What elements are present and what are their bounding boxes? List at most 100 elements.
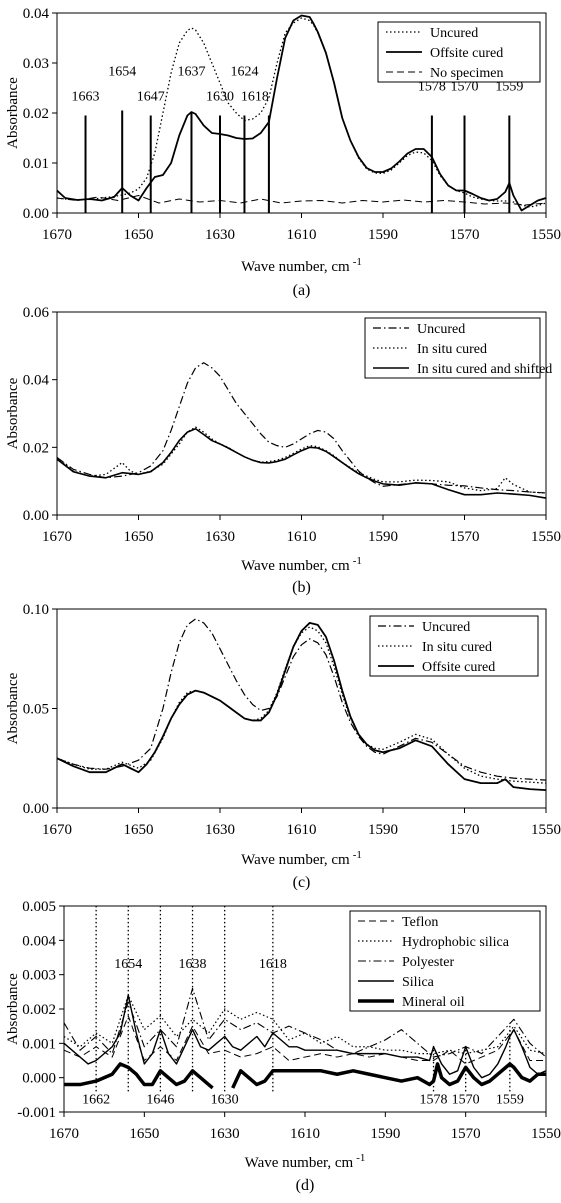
legend-label-no-specimen: No specimen bbox=[430, 66, 503, 81]
panel-d: -0.001 0.000 0.001 0.002 0.003 0.004 0.005 1670… bbox=[5, 899, 561, 1194]
panel-a: 0.00 0.01 0.02 0.03 0.04 1670 1650 1630 1610 1590… bbox=[5, 6, 561, 299]
legend-label-mineral-oil: Mineral oil bbox=[402, 995, 465, 1010]
y-tick-label: 0.003 bbox=[22, 968, 56, 984]
series-line-silica bbox=[64, 994, 546, 1079]
series-line-offsite-cured bbox=[57, 622, 546, 791]
legend-label-in-situ-cured-and-shifted: In situ cured and shifted bbox=[417, 362, 552, 377]
marker-label-1637: 1637 bbox=[177, 65, 205, 80]
legend-label-offsite-cured: Offsite cured bbox=[430, 46, 503, 61]
x-axis-label-superscript: -1 bbox=[353, 849, 362, 861]
y-tick-label: 0.05 bbox=[23, 702, 49, 718]
y-axis-label: Absorbance bbox=[5, 672, 21, 744]
marker-label-1638: 1638 bbox=[179, 957, 207, 972]
marker-label-1618: 1618 bbox=[259, 957, 287, 972]
x-tick-label: 1610 bbox=[290, 1126, 320, 1142]
x-tick-label: 1550 bbox=[531, 1126, 561, 1142]
y-tick-label: 0.004 bbox=[22, 933, 56, 949]
x-tick-label: 1590 bbox=[370, 1126, 400, 1142]
marker-label-1630: 1630 bbox=[211, 1092, 239, 1107]
legend-label-silica: Silica bbox=[402, 975, 435, 990]
series-line-offsite-cured bbox=[57, 14, 546, 212]
x-axis-label-superscript: -1 bbox=[353, 555, 362, 567]
series-line-mineral-oil bbox=[64, 1062, 546, 1090]
x-tick-label: 1630 bbox=[205, 227, 235, 243]
y-tick-label: -0.001 bbox=[17, 1105, 56, 1121]
legend-label-teflon: Teflon bbox=[402, 915, 438, 930]
marker-label-1663: 1663 bbox=[72, 90, 100, 105]
y-axis-label: Absorbance bbox=[5, 973, 21, 1045]
y-tick-label: 0.04 bbox=[23, 6, 50, 22]
x-tick-label: 1610 bbox=[287, 822, 317, 838]
legend-label-in-situ-cured: In situ cured bbox=[422, 640, 492, 655]
y-tick-label: 0.04 bbox=[23, 373, 50, 389]
x-axis-label-text: Wave number, cm bbox=[241, 259, 350, 275]
panel-label: (b) bbox=[292, 579, 311, 596]
marker-label-1570: 1570 bbox=[452, 1092, 480, 1107]
y-tick-label: 0.06 bbox=[23, 305, 50, 321]
marker-label-1559: 1559 bbox=[495, 80, 523, 95]
y-tick-label: 0.00 bbox=[23, 508, 49, 524]
y-tick-label: 0.00 bbox=[23, 801, 49, 817]
x-tick-label: 1670 bbox=[42, 227, 72, 243]
x-tick-label: 1650 bbox=[124, 529, 154, 545]
legend-label-hydrophobic-silica: Hydrophobic silica bbox=[402, 935, 510, 950]
legend-label-in-situ-cured: In situ cured bbox=[417, 342, 487, 357]
legend-box bbox=[349, 910, 541, 1012]
marker-label-1654: 1654 bbox=[114, 957, 142, 972]
legend-label-polyester: Polyester bbox=[402, 955, 454, 970]
series-line-in-situ-cured-and-shifted bbox=[57, 427, 546, 499]
x-axis-label-superscript: -1 bbox=[353, 256, 362, 268]
x-tick-label: 1670 bbox=[49, 1126, 79, 1142]
panel-c: 0.00 0.05 0.10 1670 1650 1630 1610 1590 1570 1550… bbox=[5, 602, 561, 891]
x-tick-label: 1550 bbox=[531, 529, 561, 545]
x-tick-label: 1570 bbox=[450, 227, 480, 243]
marker-label-1559: 1559 bbox=[496, 1092, 524, 1107]
x-tick-label: 1570 bbox=[451, 1126, 481, 1142]
marker-label-1647: 1647 bbox=[137, 90, 165, 105]
x-tick-label: 1650 bbox=[124, 822, 154, 838]
x-tick-label: 1630 bbox=[205, 529, 235, 545]
y-tick-label: 0.01 bbox=[23, 156, 49, 172]
legend-label-uncured: Uncured bbox=[417, 322, 465, 337]
x-tick-label: 1570 bbox=[450, 822, 480, 838]
x-tick-label: 1650 bbox=[129, 1126, 159, 1142]
x-tick-label: 1630 bbox=[210, 1126, 240, 1142]
legend-label-uncured: Uncured bbox=[430, 26, 478, 41]
marker-label-1646: 1646 bbox=[146, 1092, 174, 1107]
series-line-no-specimen bbox=[57, 195, 546, 206]
panel-label: (d) bbox=[296, 1177, 315, 1194]
x-axis-label: Wave number, cm -1 bbox=[241, 849, 362, 868]
y-tick-label: 0.005 bbox=[22, 899, 56, 915]
series-line-teflon bbox=[64, 1015, 546, 1065]
y-tick-label: 0.00 bbox=[23, 206, 49, 222]
x-axis-label-text: Wave number, cm bbox=[241, 852, 350, 868]
x-axis-label-superscript: -1 bbox=[356, 1152, 365, 1164]
y-tick-label: 0.10 bbox=[23, 602, 49, 618]
marker-label-1654: 1654 bbox=[108, 65, 136, 80]
x-axis-label-text: Wave number, cm bbox=[241, 558, 350, 574]
y-tick-label: 0.02 bbox=[23, 440, 49, 456]
x-axis-label: Wave number, cm -1 bbox=[241, 256, 362, 275]
y-tick-label: 0.000 bbox=[22, 1071, 56, 1087]
x-tick-label: 1550 bbox=[531, 227, 561, 243]
x-tick-label: 1670 bbox=[42, 822, 72, 838]
marker-label-1578: 1578 bbox=[418, 80, 446, 95]
marker-label-1624: 1624 bbox=[230, 65, 258, 80]
x-axis-label: Wave number, cm -1 bbox=[241, 555, 362, 574]
series-line-uncured bbox=[57, 362, 546, 494]
x-tick-label: 1570 bbox=[450, 529, 480, 545]
x-tick-label: 1590 bbox=[368, 822, 398, 838]
marker-label-1662: 1662 bbox=[82, 1092, 110, 1107]
x-tick-label: 1630 bbox=[205, 822, 235, 838]
y-tick-label: 0.002 bbox=[22, 1002, 56, 1018]
series-line-uncured bbox=[57, 17, 546, 208]
panel-label: (c) bbox=[293, 874, 311, 891]
x-tick-label: 1550 bbox=[531, 822, 561, 838]
x-tick-label: 1650 bbox=[124, 227, 154, 243]
marker-label-1578: 1578 bbox=[420, 1092, 448, 1107]
legend: Uncured Offsite cured No specimen bbox=[377, 21, 541, 83]
x-tick-label: 1610 bbox=[287, 227, 317, 243]
y-axis-label: Absorbance bbox=[5, 377, 21, 449]
